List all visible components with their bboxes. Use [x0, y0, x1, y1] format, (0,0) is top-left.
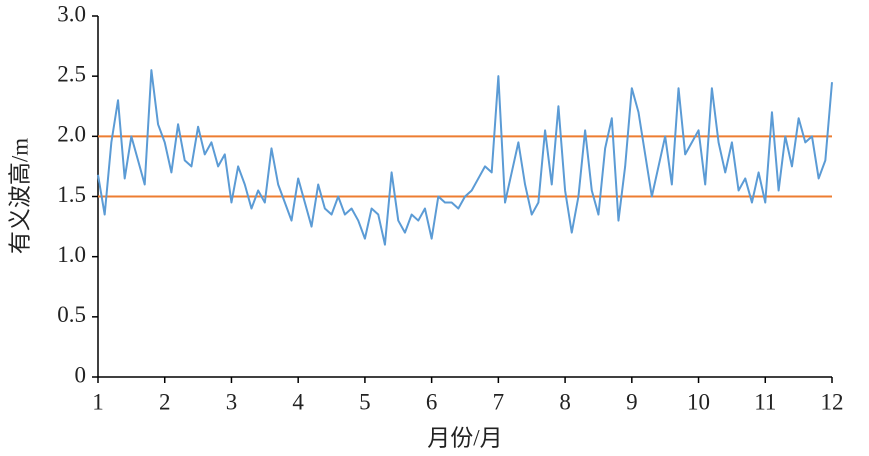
- data-line: [97, 69, 833, 246]
- y-tick-label: 1.0: [57, 242, 86, 267]
- y-tick-label: 2.0: [57, 122, 86, 147]
- x-axis-label: 月份/月: [427, 425, 502, 450]
- x-tick-label: 6: [426, 389, 438, 414]
- x-tick-label: 3: [226, 389, 238, 414]
- y-tick-label: 1.5: [57, 182, 86, 207]
- x-tick-label: 8: [559, 389, 571, 414]
- x-tick-label: 1: [92, 389, 104, 414]
- y-axis-label: 有义波高/m: [7, 138, 32, 254]
- x-tick-label: 2: [159, 389, 171, 414]
- x-tick-label: 10: [687, 389, 710, 414]
- y-tick-label: 0: [75, 362, 87, 387]
- x-tick-label: 5: [359, 389, 371, 414]
- y-tick-label: 0.5: [57, 302, 86, 327]
- x-tick-label: 9: [626, 389, 638, 414]
- x-tick-label: 4: [292, 389, 304, 414]
- y-tick-label: 2.5: [57, 61, 86, 86]
- y-tick-label: 3.0: [57, 1, 86, 26]
- x-tick-label: 7: [493, 389, 505, 414]
- x-tick-label: 12: [821, 389, 844, 414]
- x-tick-label: 11: [754, 389, 776, 414]
